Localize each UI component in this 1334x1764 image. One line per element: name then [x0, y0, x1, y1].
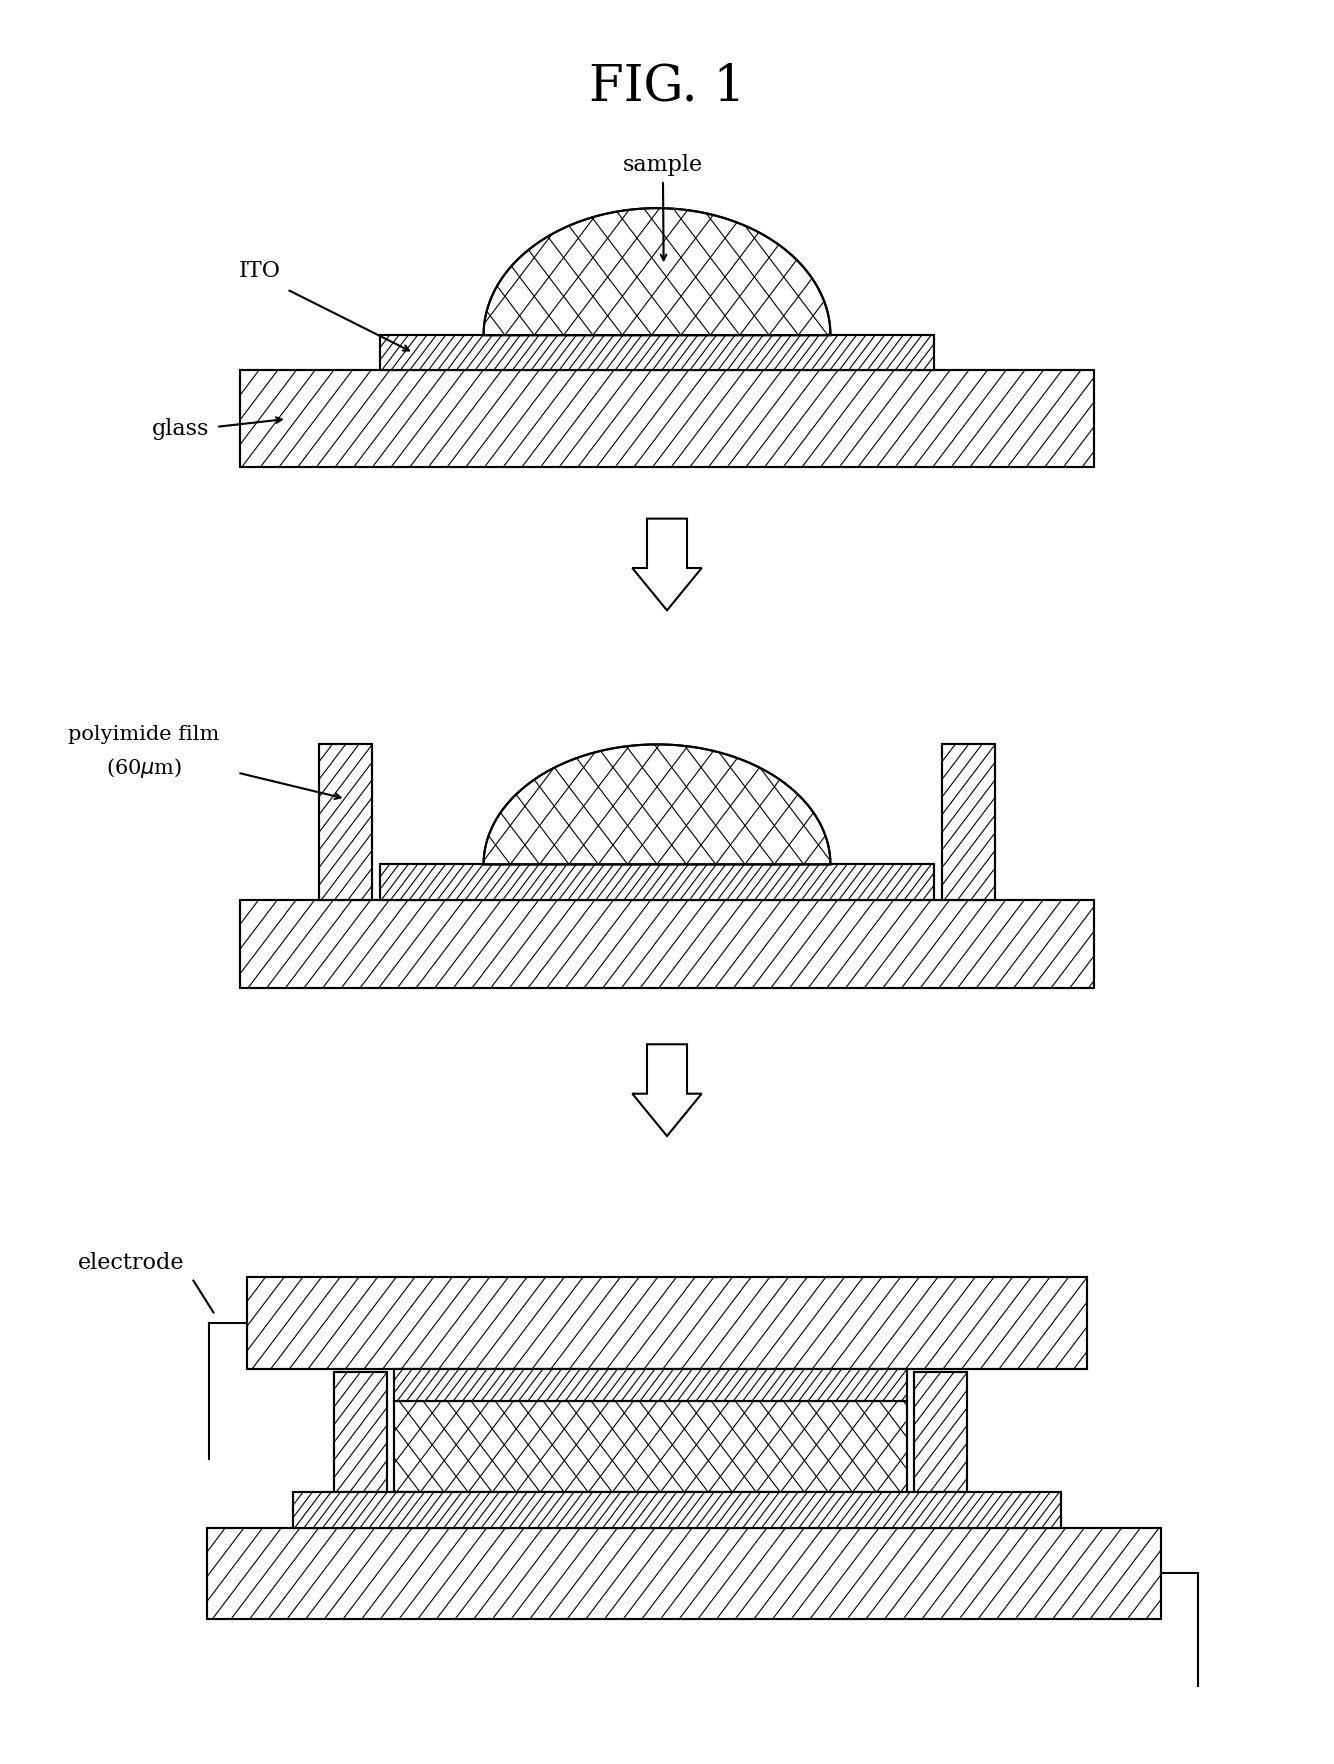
Bar — [334, 1372, 387, 1492]
Text: FIG. 1: FIG. 1 — [588, 62, 746, 111]
Bar — [293, 1492, 1061, 1528]
Bar — [942, 744, 995, 900]
Bar — [319, 744, 372, 900]
Polygon shape — [483, 744, 830, 864]
Bar — [240, 370, 1094, 467]
Bar — [240, 900, 1094, 988]
Bar — [394, 1401, 907, 1492]
Text: ITO: ITO — [239, 261, 281, 282]
Polygon shape — [483, 208, 830, 335]
Bar — [293, 1492, 1061, 1528]
Bar — [394, 1369, 907, 1401]
Bar — [207, 1528, 1161, 1619]
Bar — [380, 335, 934, 370]
Bar — [319, 744, 372, 900]
Bar — [380, 864, 934, 900]
Bar — [240, 370, 1094, 467]
Bar — [207, 1528, 1161, 1619]
Polygon shape — [632, 1044, 702, 1136]
Bar — [334, 1372, 387, 1492]
Bar — [380, 335, 934, 370]
Bar — [247, 1277, 1087, 1369]
Bar — [394, 1401, 907, 1492]
Polygon shape — [632, 519, 702, 610]
Bar — [914, 1372, 967, 1492]
Bar — [240, 900, 1094, 988]
Text: sample: sample — [623, 155, 703, 176]
Text: (60$\mu$m): (60$\mu$m) — [105, 755, 183, 780]
Bar — [247, 1277, 1087, 1369]
Text: polyimide film: polyimide film — [68, 725, 220, 744]
Bar — [942, 744, 995, 900]
Bar — [914, 1372, 967, 1492]
Bar — [394, 1369, 907, 1401]
Text: glass: glass — [151, 418, 209, 439]
Text: electrode: electrode — [77, 1252, 184, 1274]
Bar — [380, 864, 934, 900]
